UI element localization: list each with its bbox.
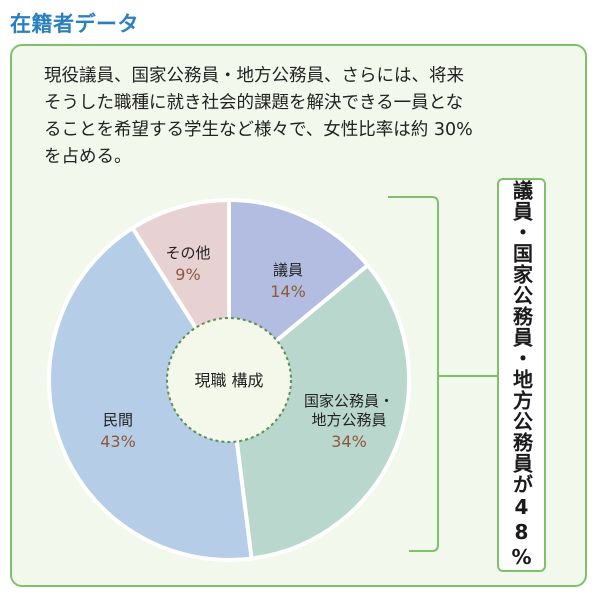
- description-line: ることを希望する学生など様々で、女性比率は約 30%: [44, 120, 473, 140]
- bracket-line: [388, 196, 439, 552]
- slice-label-koumuin: 国家公務員・: [304, 392, 394, 410]
- callout-box: 議員・国家公務員・地方公務員が48%: [497, 178, 546, 572]
- pie-slice-koumuin: [227, 263, 411, 561]
- slice-percent-minkan: 43%: [100, 432, 136, 451]
- slice-label-minkan: 民間: [103, 411, 133, 429]
- slice-percent-koumuin: 34%: [331, 432, 367, 451]
- slice-percent-giin: 14%: [270, 282, 306, 301]
- slice-label-koumuin: 地方公務員: [311, 411, 386, 429]
- description: 現役議員、国家公務員・地方公務員、さらには、将来 そうした職種に就き社会的課題を…: [44, 63, 574, 171]
- slice-percent-sonota: 9%: [175, 265, 200, 284]
- donut-center-label: 現職 構成: [194, 371, 263, 390]
- page-title: 在籍者データ: [10, 12, 139, 36]
- callout-text: 議員・国家公務員・地方公務員が48%: [509, 180, 534, 570]
- pie-slice-minkan: [47, 226, 254, 562]
- donut-center: [166, 317, 292, 443]
- slice-label-giin: 議員: [273, 261, 303, 279]
- description-line: 現役議員、国家公務員・地方公務員、さらには、将来: [44, 66, 464, 86]
- description-line: を占める。: [44, 147, 132, 167]
- slice-label-sonota: その他: [165, 244, 210, 262]
- description-line: そうした職種に就き社会的課題を解決できる一員とな: [44, 93, 464, 113]
